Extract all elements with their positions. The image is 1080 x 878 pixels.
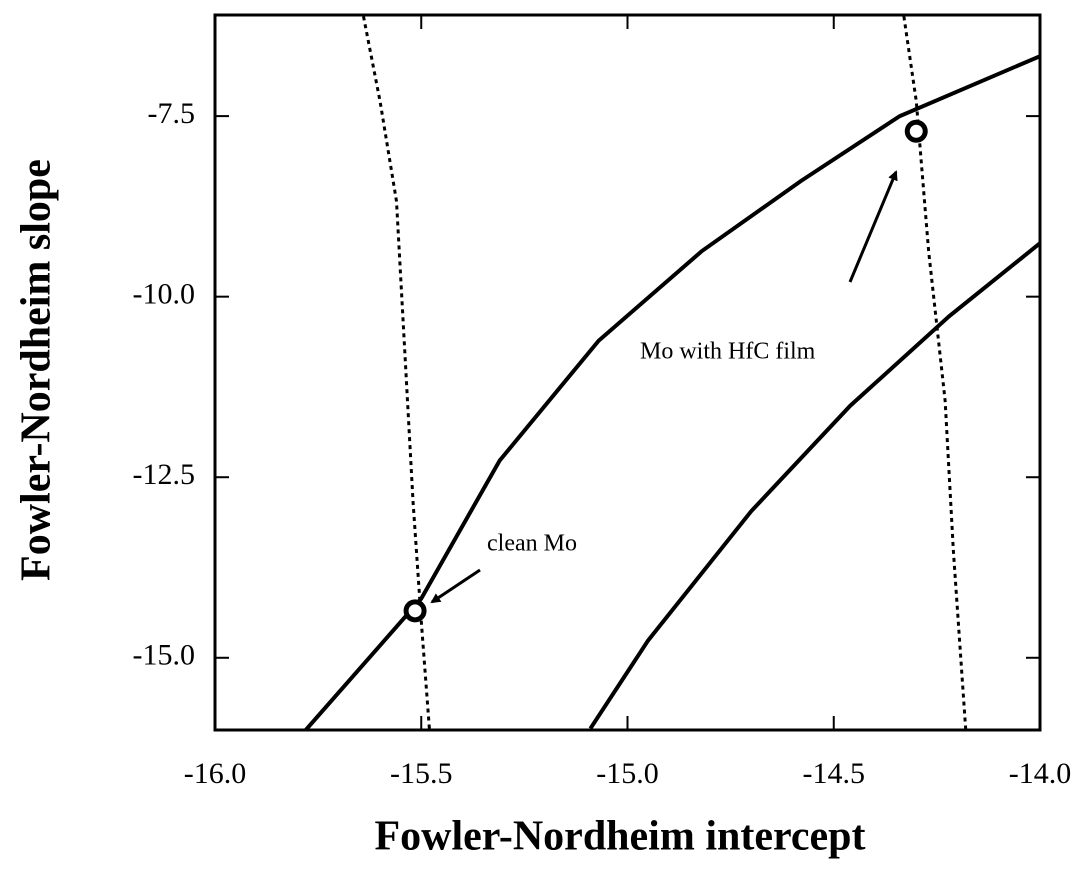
- annotation: clean Mo: [487, 531, 577, 557]
- curve: [362, 16, 431, 730]
- annotation: Mo with HfC film: [640, 339, 816, 365]
- y-tick-label: -15.0: [133, 639, 196, 672]
- x-axis-label: Fowler-Nordheim intercept: [374, 814, 865, 860]
- marker: [403, 599, 427, 623]
- x-tick-label: -16.0: [184, 757, 247, 790]
- x-tick-label: -15.0: [596, 757, 659, 790]
- curve: [588, 241, 1040, 730]
- arrow: [848, 170, 898, 283]
- x-tick-label: -14.0: [1009, 757, 1072, 790]
- arrow: [430, 568, 481, 604]
- y-tick-label: -10.0: [133, 278, 196, 311]
- x-tick-label: -15.5: [390, 757, 453, 790]
- marker: [904, 119, 928, 143]
- curve: [304, 54, 1040, 730]
- y-tick-label: -7.5: [148, 97, 196, 130]
- y-tick-label: -12.5: [133, 458, 196, 491]
- x-tick-label: -14.5: [803, 757, 866, 790]
- y-axis-label: Fowler-Nordheim slope: [14, 159, 60, 581]
